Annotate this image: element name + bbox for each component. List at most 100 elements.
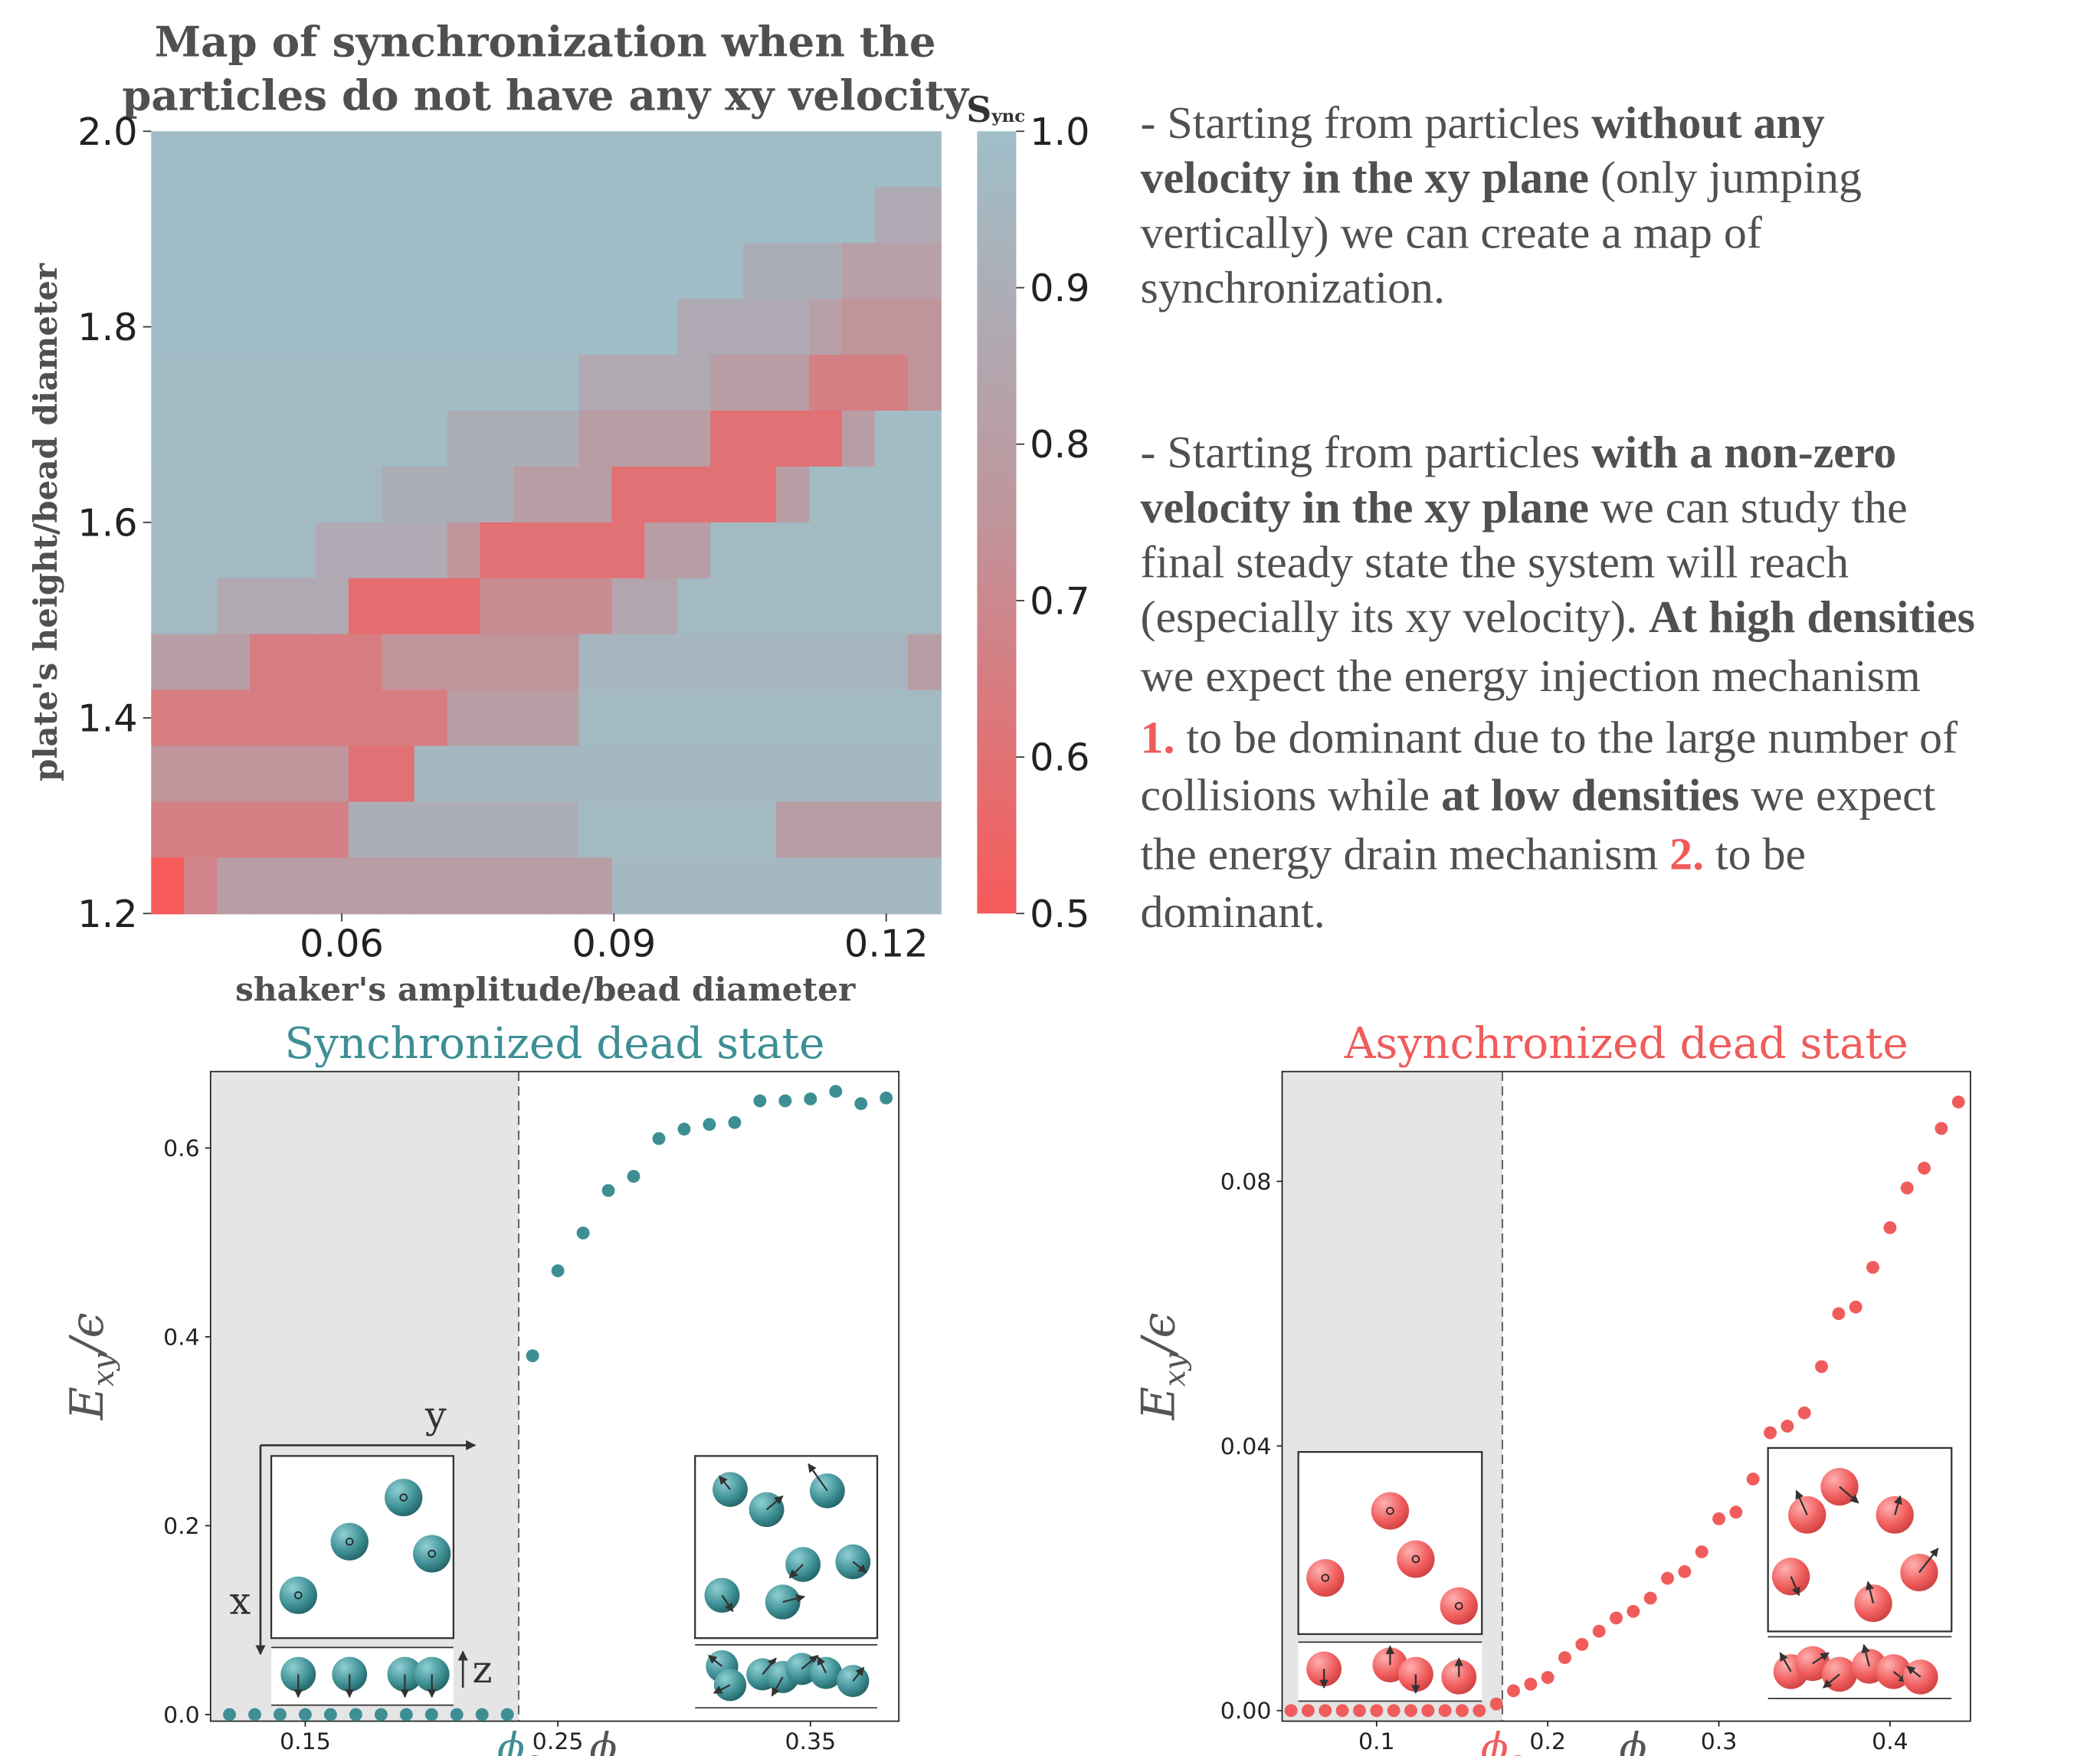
heat-cell [644,243,678,300]
data-point [1952,1096,1965,1109]
heat-cell [447,467,481,523]
heat-cell [842,690,876,747]
heat-cell [710,187,744,244]
paragraph-line: vertically) we can create a map of [1141,208,1762,258]
heat-cell [250,634,283,691]
data-point [400,1708,413,1722]
heat-cell [250,355,283,411]
heat-cell [644,690,678,747]
heat-cell [414,857,448,914]
heat-cell [776,411,810,467]
heat-cell [283,299,316,355]
heat-cell [578,187,612,244]
text-run: the energy drain mechanism [1141,829,1670,880]
heat-cell [283,578,316,635]
heat-cell [151,801,185,858]
heat-cell [217,801,251,858]
heat-cell [908,857,942,914]
heat-cell [184,411,218,467]
heat-cell [250,243,283,300]
heat-cell [677,634,711,691]
heat-cell [908,690,942,747]
heat-cell [908,578,942,635]
inset-sphere [1397,1541,1434,1578]
heat-cell [250,131,283,188]
heat-cell [809,131,843,188]
heat-cell [513,187,547,244]
heat-cell [776,243,810,300]
heat-cell [710,801,744,858]
heat-cell [809,411,843,467]
inset-sphere [331,1523,369,1561]
heat-cell [842,857,876,914]
x-axis-label: ϕ [589,1725,617,1756]
heat-cell [349,801,382,858]
text-run: to be [1704,829,1806,880]
x-axis-label: shaker's amplitude/bead diameter [235,970,856,1008]
heat-cell [447,801,481,858]
heat-cell [217,355,251,411]
heat-cell [578,355,612,411]
data-point [602,1184,615,1197]
heat-cell [710,746,744,803]
heat-cell [743,187,777,244]
heat-cell [250,467,283,523]
data-point [753,1094,766,1107]
inset-label: x [229,1579,251,1623]
data-point [1935,1122,1948,1135]
heat-cell [710,857,744,914]
heat-cell [908,299,942,355]
heat-cell [250,801,283,858]
data-point [1456,1704,1469,1717]
heat-cell [480,634,514,691]
heat-cell [546,131,580,188]
bold-text: without any [1591,97,1825,148]
paragraph-line: velocity in the xy plane (only jumping [1141,152,1862,203]
heat-cell [283,746,316,803]
heat-cell [184,634,218,691]
heat-cell [677,299,711,355]
heat-cell [809,857,843,914]
heat-cell [382,746,415,803]
heat-cell [480,243,514,300]
heat-cell [776,690,810,747]
heat-cell [842,467,876,523]
data-point [880,1092,893,1105]
heat-cell [151,131,185,188]
data-point [1490,1698,1503,1711]
text-run: (especially its xy velocity). [1141,591,1649,642]
heat-cell [184,299,218,355]
heat-cell [316,467,349,523]
heat-cell [382,690,415,747]
heat-cell [743,131,777,188]
heat-cell [217,243,251,300]
x-tick-label: 0.3 [1701,1728,1738,1755]
heat-cell [151,411,185,467]
heat-cell [316,131,349,188]
data-point [1764,1427,1777,1440]
data-point [1353,1704,1366,1717]
data-point [1781,1420,1794,1433]
heat-cell [349,187,382,244]
heat-cell [710,467,744,523]
heat-cell [316,355,349,411]
heat-cell [480,187,514,244]
heat-cell [875,299,909,355]
y-axis-label: Exy/ϵ [61,1312,121,1420]
heat-cell [513,467,547,523]
data-point [1883,1221,1896,1234]
heat-cell [578,467,612,523]
heat-cell [611,187,645,244]
heat-cell [283,187,316,244]
slide: Map of synchronization when theparticles… [0,0,2100,1756]
heat-cell [743,634,777,691]
heat-cell [151,523,185,579]
data-point [375,1708,388,1722]
heat-cell [546,299,580,355]
heat-cell [349,411,382,467]
heat-cell [184,243,218,300]
data-point [1319,1704,1332,1717]
heat-cell [644,467,678,523]
heat-cell [480,578,514,635]
heat-cell [875,801,909,858]
